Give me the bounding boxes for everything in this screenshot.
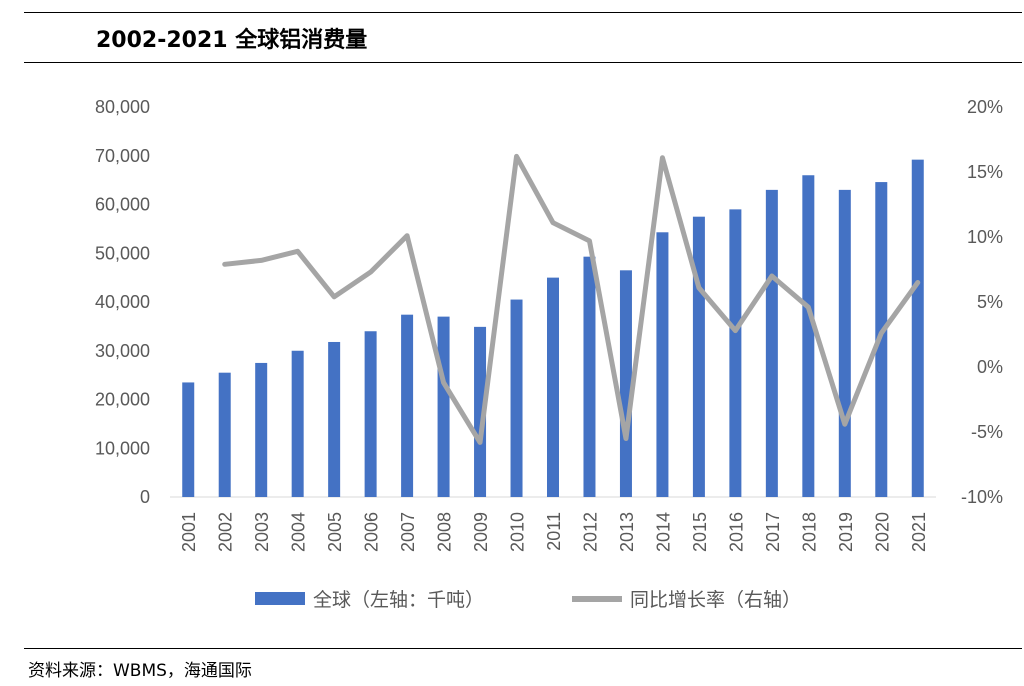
bar [729,209,742,497]
left-axis-ticks: 0 10,000 20,000 30,000 40,000 50,000 60,000 70,… [95,97,150,507]
right-tick-label: -5% [971,422,1003,442]
x-tick-label: 2020 [872,512,892,552]
x-tick-label: 2017 [763,512,783,552]
left-tick-label: 60,000 [95,195,150,215]
bar [510,299,523,497]
x-tick-label: 2002 [216,512,236,552]
left-tick-label: 40,000 [95,292,150,312]
bar [547,277,559,497]
x-tick-label: 2019 [836,512,856,552]
bar [583,256,596,497]
bar [656,232,669,497]
right-axis-ticks: -10% -5% 0% 5% 10% 15% 20% [961,97,1003,507]
bar [401,314,414,497]
x-axis-ticks: 2001 2002 2003 2004 2005 2006 2007 2008 2009 2010… [179,512,929,552]
legend-bar-swatch [255,592,305,605]
bar [218,372,231,497]
right-tick-label: -10% [961,487,1003,507]
right-tick-label: 5% [977,292,1003,312]
x-tick-label: 2010 [508,512,528,552]
left-tick-label: 10,000 [95,438,150,458]
left-tick-label: 50,000 [95,243,150,263]
bar [255,362,268,497]
left-tick-label: 80,000 [95,97,150,117]
bar [802,175,815,497]
title-rule [24,62,1022,63]
bar [182,382,195,497]
right-tick-label: 10% [967,227,1003,247]
right-tick-label: 15% [967,162,1003,182]
x-tick-label: 2005 [325,512,345,552]
bar [911,159,924,497]
bar [364,331,377,497]
x-tick-label: 2014 [653,512,673,552]
growth-rate-line [222,153,921,445]
right-tick-label: 20% [967,97,1003,117]
x-tick-label: 2009 [471,512,491,552]
x-tick-label: 2011 [544,512,564,551]
x-tick-label: 2015 [690,512,710,552]
x-tick-label: 2006 [362,512,382,552]
bar [765,189,778,497]
chart: 0 10,000 20,000 30,000 40,000 50,000 60,000 70,… [95,97,1003,611]
x-tick-label: 2021 [909,512,929,552]
bar [692,216,705,497]
x-tick-label: 2008 [435,512,455,552]
legend-bar-label: 全球（左轴：千吨） [313,589,484,611]
left-tick-label: 20,000 [95,390,150,410]
legend-line-label: 同比增长率（右轴） [630,589,801,611]
top-rule [24,12,1022,13]
x-tick-label: 2004 [289,512,309,552]
x-tick-label: 2018 [799,512,819,552]
source-rule [24,648,1022,649]
chart-title: 2002-2021 全球铝消费量 [96,28,368,53]
bar-series [182,159,924,497]
x-tick-label: 2001 [179,512,199,552]
bar [474,326,487,497]
x-tick-label: 2013 [617,512,637,552]
left-tick-label: 0 [140,487,150,507]
left-tick-label: 70,000 [95,146,150,166]
bar [838,189,851,497]
legend: 全球（左轴：千吨） 同比增长率（右轴） [255,589,801,611]
bar [328,341,341,497]
source-note: 资料来源：WBMS，海通国际 [28,661,252,681]
x-tick-label: 2003 [252,512,272,552]
left-tick-label: 30,000 [95,341,150,361]
x-tick-label: 2012 [580,512,600,552]
bar [291,350,304,497]
bar [619,270,632,497]
x-tick-label: 2007 [398,512,418,552]
right-tick-label: 0% [977,357,1003,377]
bar [437,316,450,497]
x-tick-label: 2016 [726,512,746,552]
